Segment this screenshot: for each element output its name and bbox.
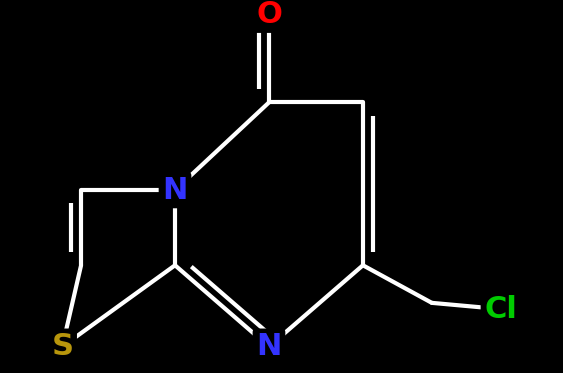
Text: Cl: Cl	[484, 295, 517, 324]
Text: N: N	[162, 176, 187, 205]
Text: N: N	[256, 332, 282, 361]
Text: S: S	[51, 332, 73, 361]
Text: O: O	[256, 0, 282, 29]
